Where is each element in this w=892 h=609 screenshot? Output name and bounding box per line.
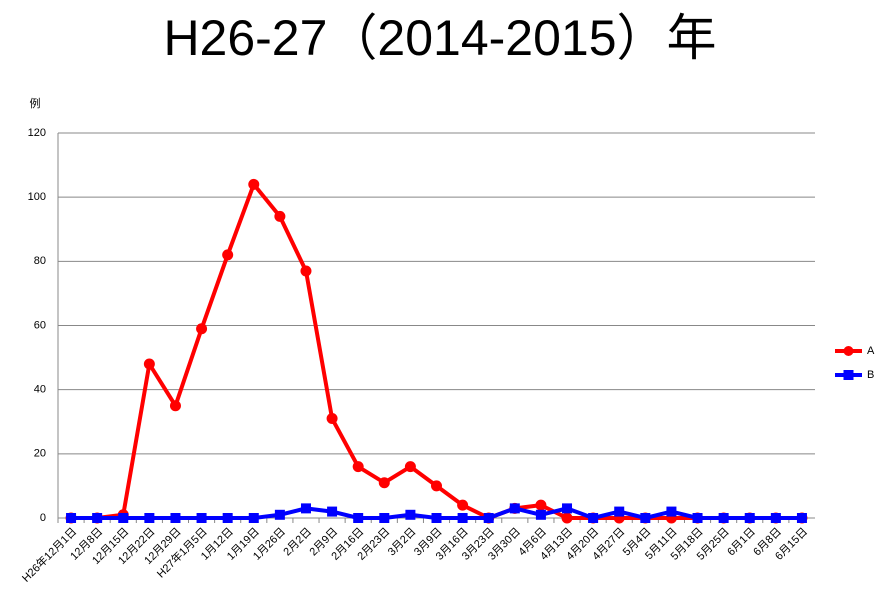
point [248, 513, 259, 523]
y-tick-label: 80 [34, 255, 46, 267]
legend-marker [843, 370, 854, 380]
point [196, 513, 207, 523]
point [222, 249, 234, 261]
legend-marker [843, 346, 854, 356]
legend-label: A [867, 345, 875, 357]
point [614, 506, 625, 517]
point [144, 513, 155, 523]
point [588, 513, 599, 523]
point [143, 358, 155, 370]
point [718, 513, 729, 523]
series-line [71, 182, 802, 520]
point [457, 499, 469, 511]
point [744, 513, 755, 523]
x-tick-label: 3月2日 [386, 526, 419, 559]
point [92, 513, 103, 523]
point [562, 503, 573, 514]
point [352, 461, 364, 473]
point [405, 509, 416, 520]
point [378, 477, 390, 489]
point [66, 513, 77, 523]
point [300, 265, 312, 277]
y-tick-label: 100 [28, 191, 46, 203]
y-tick-label: 120 [28, 127, 46, 139]
point [770, 513, 781, 523]
x-tick-label: 6月1日 [725, 526, 758, 559]
chart-title: H26-27（2014-2015）年 [163, 10, 716, 66]
point [379, 513, 390, 523]
point [274, 509, 285, 520]
point [404, 461, 416, 473]
x-tick-label: 2月2日 [281, 526, 314, 559]
y-axis-label: 例 [30, 96, 41, 110]
point [640, 513, 651, 523]
point [327, 506, 338, 517]
point [535, 499, 547, 511]
point [274, 210, 286, 222]
legend-label: B [867, 369, 874, 381]
point [457, 513, 468, 523]
y-tick-label: 40 [34, 384, 46, 396]
point [692, 513, 703, 523]
point [483, 513, 494, 523]
point [796, 513, 807, 523]
point [666, 506, 677, 517]
point [170, 513, 181, 523]
point [169, 400, 181, 412]
point [561, 512, 573, 524]
point [196, 323, 208, 335]
point [509, 503, 520, 514]
y-tick-label: 0 [40, 512, 46, 524]
point [535, 509, 546, 520]
point [300, 503, 311, 514]
point [431, 513, 442, 523]
point [222, 513, 233, 523]
y-tick-label: 60 [34, 319, 46, 331]
y-tick-label: 20 [34, 448, 46, 460]
point [326, 413, 338, 425]
point [118, 513, 129, 523]
point [353, 513, 364, 523]
point [248, 178, 260, 190]
point [431, 480, 442, 492]
